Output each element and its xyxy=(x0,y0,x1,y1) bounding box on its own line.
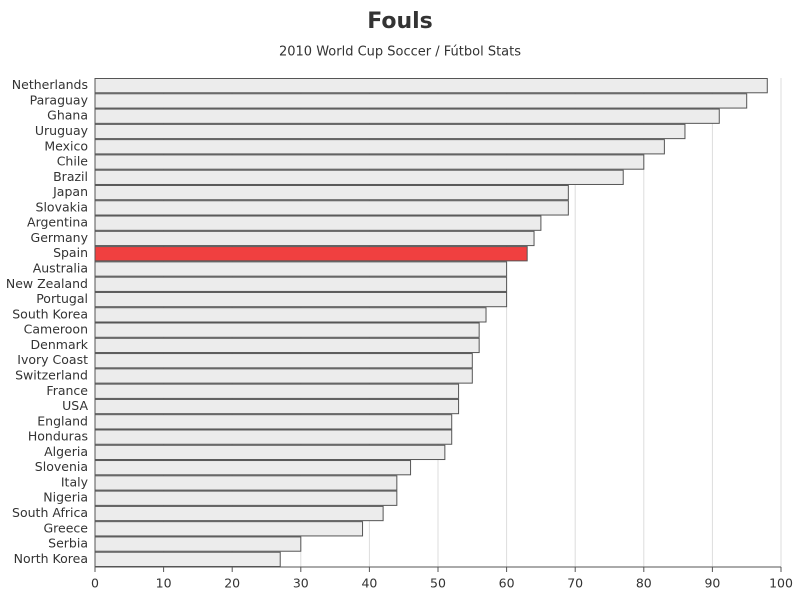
bar xyxy=(94,383,460,399)
bar xyxy=(94,353,473,369)
bar xyxy=(94,551,281,567)
y-tick-label: Brazil xyxy=(53,169,88,184)
y-tick-label: Mexico xyxy=(44,138,88,153)
bar xyxy=(94,93,748,109)
bar xyxy=(94,230,535,247)
y-tick-label: Honduras xyxy=(28,429,88,444)
y-tick-label: Slovakia xyxy=(36,199,88,214)
bar xyxy=(94,246,528,262)
bar xyxy=(94,200,569,216)
bar xyxy=(94,276,508,292)
y-tick-label: Cameroon xyxy=(24,322,88,337)
bar xyxy=(94,414,453,430)
y-tick-label: Argentina xyxy=(27,215,88,230)
y-tick-label: USA xyxy=(62,398,88,413)
bar xyxy=(94,398,460,415)
x-tick-label: 20 xyxy=(224,576,240,591)
bar xyxy=(94,505,384,522)
bar xyxy=(94,123,686,140)
bar xyxy=(94,154,645,170)
bar xyxy=(94,139,665,155)
y-tick-label: England xyxy=(37,413,88,428)
x-tick-label: 50 xyxy=(430,576,446,591)
x-tick-label: 40 xyxy=(361,576,377,591)
y-tick-label: North Korea xyxy=(14,551,88,566)
bar xyxy=(94,536,302,552)
bar xyxy=(94,184,569,201)
y-tick-label: France xyxy=(46,383,88,398)
bar xyxy=(94,337,480,354)
y-tick-label: South Korea xyxy=(12,306,88,321)
y-tick-label: Ivory Coast xyxy=(17,352,88,367)
y-tick-label: Nigeria xyxy=(43,490,88,505)
y-tick-label: South Africa xyxy=(12,505,88,520)
y-tick-label: Denmark xyxy=(31,337,89,352)
y-tick-label: Australia xyxy=(33,261,88,276)
bar xyxy=(94,108,720,124)
x-tick-label: 90 xyxy=(704,576,720,591)
y-tick-label: Spain xyxy=(53,245,88,260)
x-tick-label: 80 xyxy=(636,576,652,591)
bar xyxy=(94,322,480,338)
bar xyxy=(94,307,487,323)
y-tick-label: Italy xyxy=(61,474,89,489)
bar xyxy=(94,429,453,445)
y-tick-label: Netherlands xyxy=(12,77,88,92)
y-tick-label: Serbia xyxy=(48,536,88,551)
x-tick-label: 10 xyxy=(156,576,172,591)
bar xyxy=(94,490,398,506)
y-tick-label: Japan xyxy=(52,184,88,199)
y-tick-label: New Zealand xyxy=(6,276,88,291)
x-tick-label: 30 xyxy=(293,576,309,591)
x-tick-label: 70 xyxy=(567,576,583,591)
x-tick-label: 100 xyxy=(769,576,793,591)
y-tick-label: Algeria xyxy=(44,444,88,459)
bar xyxy=(94,460,412,476)
y-tick-label: Ghana xyxy=(47,108,88,123)
y-tick-label: Portugal xyxy=(36,291,88,306)
y-tick-label: Slovenia xyxy=(35,459,88,474)
bar xyxy=(94,78,768,94)
y-tick-label: Chile xyxy=(57,154,89,169)
chart-subtitle: 2010 World Cup Soccer / Fútbol Stats xyxy=(279,45,521,60)
y-tick-label: Germany xyxy=(31,230,89,245)
y-tick-label: Switzerland xyxy=(15,367,88,382)
bar xyxy=(94,215,542,231)
bar xyxy=(94,291,508,308)
x-tick-label: 60 xyxy=(499,576,515,591)
bar xyxy=(94,368,473,384)
bar xyxy=(94,521,364,537)
bar xyxy=(94,169,624,185)
x-tick-label: 0 xyxy=(91,576,99,591)
y-tick-label: Greece xyxy=(44,520,89,535)
y-tick-label: Paraguay xyxy=(30,92,89,107)
chart-title: Fouls xyxy=(367,9,433,34)
bar xyxy=(94,475,398,491)
bar xyxy=(94,444,446,461)
y-tick-label: Uruguay xyxy=(35,123,89,138)
bar xyxy=(94,261,508,277)
